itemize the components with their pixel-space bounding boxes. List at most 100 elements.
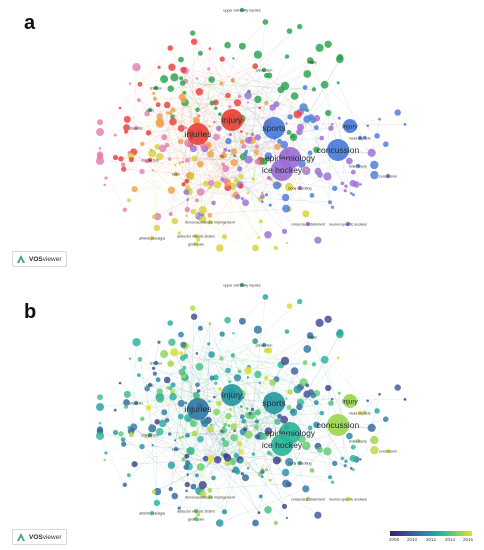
- network-node: [128, 357, 132, 360]
- network-link: [252, 374, 259, 410]
- network-node: [272, 181, 281, 190]
- network-node: [269, 104, 277, 111]
- network-node: [394, 384, 401, 391]
- network-link: [187, 461, 233, 485]
- network-node: [336, 356, 340, 360]
- network-link: [256, 118, 317, 153]
- network-node: [190, 145, 197, 153]
- term-label: shoulder: [129, 401, 144, 405]
- term-label: athletic pubalgia: [139, 236, 165, 240]
- network-link: [139, 84, 153, 154]
- network-node: [195, 107, 200, 112]
- network-node: [207, 150, 215, 158]
- network-node: [221, 509, 228, 515]
- network-node: [190, 30, 196, 36]
- network-node: [352, 468, 355, 472]
- network-node: [258, 494, 263, 499]
- network-node: [207, 67, 211, 71]
- network-map-clusters: injuryinjuriessportsconcussionepidemiolo…: [95, 7, 407, 252]
- network-link: [242, 296, 266, 322]
- network-link: [185, 70, 212, 80]
- network-link: [131, 67, 137, 160]
- network-link: [138, 99, 226, 150]
- network-node: [297, 23, 303, 30]
- network-node: [178, 161, 182, 165]
- network-node: [136, 98, 141, 102]
- network-node: [262, 294, 269, 300]
- network-node: [179, 355, 186, 361]
- network-node: [179, 80, 186, 86]
- network-node: [177, 124, 185, 132]
- network-node: [230, 434, 238, 442]
- network-node: [374, 408, 380, 414]
- term-label: prevention: [256, 343, 273, 347]
- term-label: injuries: [185, 404, 212, 414]
- network-node: [366, 124, 370, 128]
- network-link: [211, 354, 281, 365]
- network-link: [129, 358, 180, 438]
- network-node: [223, 453, 229, 459]
- network-link: [187, 149, 226, 210]
- network-node: [330, 397, 334, 401]
- network-link: [237, 169, 306, 197]
- network-link: [324, 84, 354, 184]
- network-link: [99, 435, 224, 440]
- network-link: [200, 406, 300, 440]
- network-node: [145, 130, 152, 136]
- network-node: [237, 441, 243, 447]
- network-node: [169, 117, 177, 126]
- network-node: [112, 154, 119, 161]
- term-label: body checking: [289, 186, 312, 190]
- network-node: [122, 482, 128, 487]
- network-link: [151, 149, 236, 195]
- network-node: [167, 360, 174, 367]
- network-node: [153, 212, 162, 221]
- network-link: [217, 451, 328, 460]
- network-node: [209, 375, 215, 381]
- network-node: [285, 182, 294, 192]
- network-node: [113, 408, 117, 412]
- network-link: [127, 119, 226, 181]
- network-link: [182, 82, 315, 90]
- network-node: [337, 391, 341, 395]
- network-link: [200, 164, 260, 238]
- network-node: [208, 460, 212, 465]
- network-node: [316, 446, 323, 453]
- network-node: [248, 411, 252, 416]
- network-node: [264, 506, 272, 514]
- network-link: [153, 93, 280, 142]
- network-node: [184, 178, 190, 184]
- term-label: head impacts: [349, 411, 371, 415]
- network-node: [328, 400, 334, 406]
- network-node: [177, 231, 181, 235]
- network-node: [185, 460, 191, 466]
- network-node: [374, 133, 380, 139]
- network-link: [139, 84, 156, 99]
- network-node: [262, 19, 269, 25]
- network-node: [241, 146, 244, 149]
- network-link: [185, 70, 235, 163]
- colorbar-tick: 2010: [406, 537, 418, 542]
- term-label: sports: [262, 398, 285, 408]
- network-node: [168, 386, 173, 391]
- network-link: [248, 412, 275, 435]
- network-link: [99, 47, 171, 133]
- term-node: [221, 109, 243, 131]
- network-node: [195, 77, 199, 80]
- network-node: [152, 366, 156, 370]
- network-link: [219, 488, 306, 524]
- network-link: [154, 373, 168, 389]
- network-node: [123, 390, 131, 398]
- network-node: [253, 149, 259, 155]
- network-link: [285, 387, 329, 484]
- network-link: [257, 85, 286, 138]
- network-node: [153, 487, 162, 496]
- network-node: [296, 403, 303, 411]
- network-node: [167, 186, 176, 194]
- network-node: [216, 125, 222, 132]
- network-node: [171, 492, 179, 500]
- network-link: [99, 156, 124, 165]
- network-node: [127, 426, 131, 430]
- term-label: consensus statement: [291, 497, 325, 501]
- network-node: [207, 179, 215, 187]
